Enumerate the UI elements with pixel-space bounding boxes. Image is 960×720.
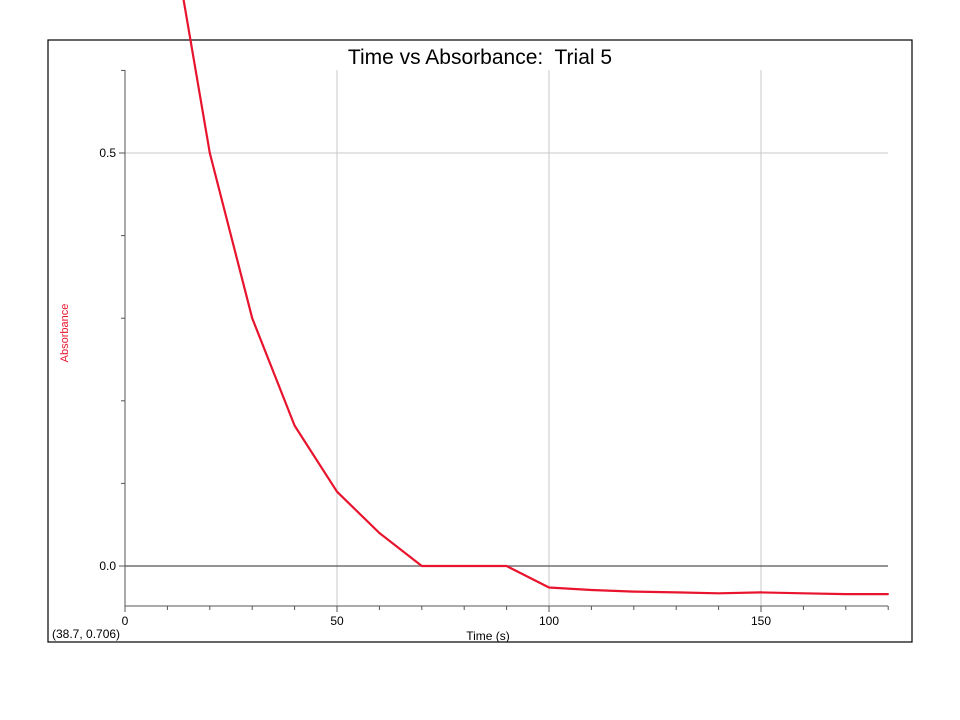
- grid: [125, 70, 888, 606]
- cursor-readout: (38.7, 0.706): [52, 627, 120, 641]
- series-layer: [182, 0, 889, 596]
- y-tick-label: 0.5: [99, 146, 116, 160]
- data-point: [209, 152, 211, 154]
- x-tick-label: 150: [751, 614, 771, 628]
- data-point: [421, 565, 423, 567]
- data-point: [845, 593, 847, 595]
- axes: [119, 69, 889, 612]
- data-point: [251, 317, 253, 320]
- x-tick-label: 100: [539, 614, 559, 628]
- data-point: [675, 591, 677, 594]
- data-point: [336, 490, 338, 493]
- chart-border: [47, 39, 913, 643]
- data-point: [887, 593, 889, 595]
- data-point: [548, 586, 550, 589]
- x-axis-label: Time (s): [466, 629, 510, 643]
- data-point: [717, 592, 720, 595]
- data-point: [760, 591, 762, 594]
- data-point: [378, 532, 381, 534]
- data-point: [505, 565, 508, 567]
- data-point: [633, 590, 635, 593]
- data-point: [463, 565, 466, 567]
- y-axis-label: Absorbance: [59, 304, 71, 363]
- tick-labels: 0.00.51.0050100150: [99, 146, 771, 628]
- data-point: [802, 592, 805, 595]
- x-tick-label: 50: [330, 614, 344, 628]
- data-point: [293, 424, 296, 427]
- chart-title: Time vs Absorbance: Trial 5: [348, 46, 612, 69]
- y-tick-label: 0.0: [99, 559, 116, 573]
- x-tick-label: 0: [122, 614, 129, 628]
- data-point: [590, 589, 593, 591]
